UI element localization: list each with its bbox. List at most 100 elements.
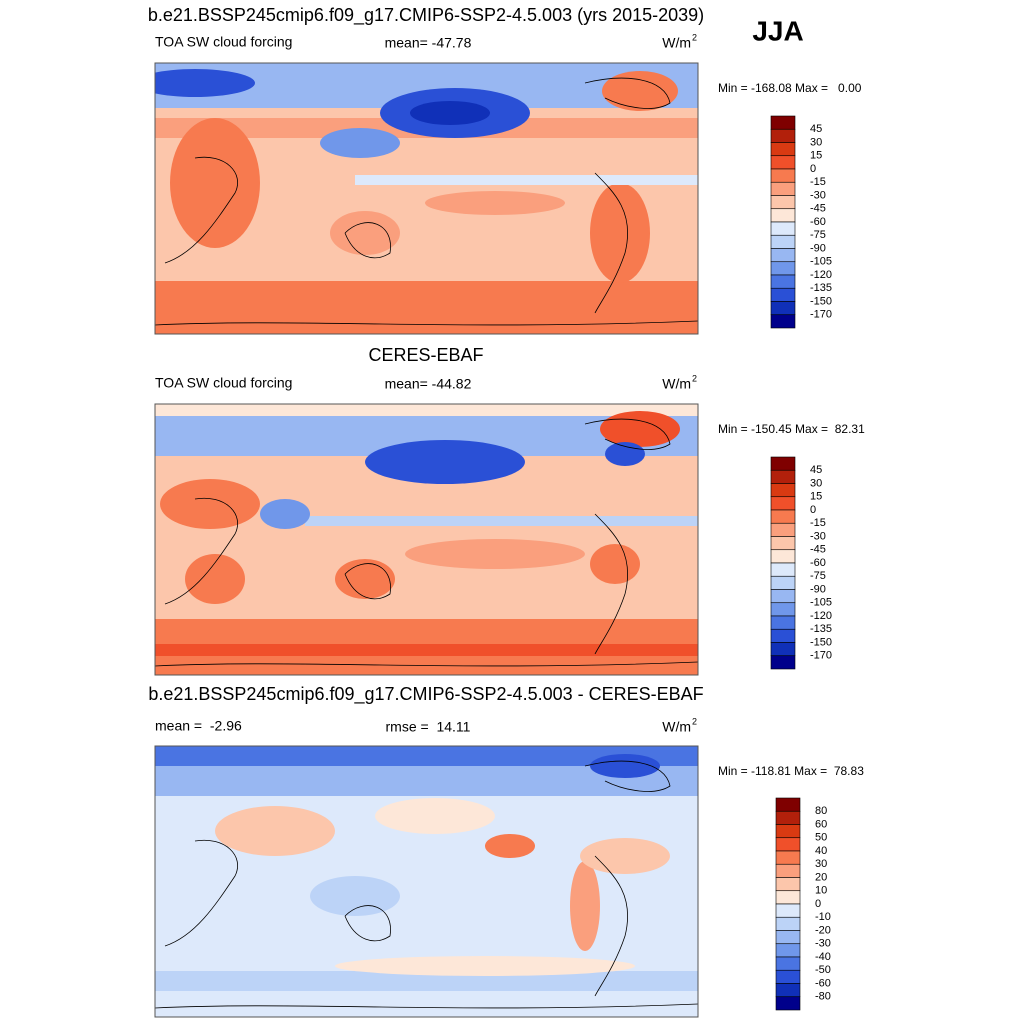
colorbar-box [770, 602, 796, 617]
map-region [155, 746, 698, 766]
colorbar-box [770, 536, 796, 551]
map-region [405, 539, 585, 569]
map-region [260, 499, 310, 529]
center-label: mean= -44.82 [385, 376, 472, 392]
map-region [590, 544, 640, 584]
colorbar-label: -60 [810, 557, 826, 569]
map-region [570, 861, 600, 951]
panel-title: CERES-EBAF [368, 345, 483, 365]
colorbar-label: -10 [815, 911, 831, 923]
coastline [155, 77, 698, 326]
map-region [590, 754, 660, 778]
map-region [185, 554, 245, 604]
colorbar-label: 10 [815, 885, 827, 897]
colorbar-box [770, 655, 796, 670]
colorbar-label: -90 [810, 583, 826, 595]
colorbar-box [770, 628, 796, 643]
colorbar-label: 30 [810, 136, 822, 148]
panel-title: b.e21.BSSP245cmip6.f09_g17.CMIP6-SSP2-4.… [148, 5, 704, 26]
map-region [590, 183, 650, 283]
colorbar-box [770, 301, 796, 316]
colorbar-box [770, 456, 796, 471]
colorbar-box [770, 549, 796, 564]
map-region [602, 71, 678, 111]
map-field [155, 63, 698, 334]
map-region [155, 281, 698, 334]
map-region [305, 516, 698, 526]
colorbar-box [770, 208, 796, 223]
range-text: Min = -168.08 Max = 0.00 [718, 81, 862, 95]
colorbar-box [770, 155, 796, 170]
colorbar-label: -50 [815, 964, 831, 976]
units: W/m [662, 35, 691, 51]
map-region [160, 479, 260, 529]
map-field [155, 404, 698, 675]
colorbar-box [770, 287, 796, 302]
map-region [580, 838, 670, 874]
colorbar-label: -20 [815, 924, 831, 936]
colorbar-label: -75 [810, 570, 826, 582]
colorbar-box [770, 575, 796, 590]
colorbar-label: -75 [810, 229, 826, 241]
colorbar-box [770, 221, 796, 236]
colorbar-box [770, 195, 796, 210]
map-frame [154, 403, 699, 676]
map-region [365, 440, 525, 484]
panel-title: b.e21.BSSP245cmip6.f09_g17.CMIP6-SSP2-4.… [148, 684, 703, 705]
colorbar-box [770, 168, 796, 183]
colorbar-label: -150 [810, 636, 832, 648]
colorbar-box [775, 969, 801, 984]
colorbar-label: 20 [815, 871, 827, 883]
colorbar-box [770, 469, 796, 484]
colorbar-label: -135 [810, 282, 832, 294]
colorbar-box [775, 956, 801, 971]
colorbar-label: -120 [810, 610, 832, 622]
colorbar-box [770, 642, 796, 657]
center-label: mean= -47.78 [385, 35, 472, 51]
map-frame [154, 62, 699, 335]
map [154, 745, 699, 1018]
units-superscript: 2 [692, 373, 697, 383]
colorbar-label: -60 [815, 977, 831, 989]
colorbar-label: -30 [810, 189, 826, 201]
colorbar-label: -45 [810, 203, 826, 215]
colorbar-label: -30 [815, 938, 831, 950]
map-region [355, 175, 698, 185]
colorbar-label: 30 [810, 477, 822, 489]
colorbar-box [770, 483, 796, 498]
colorbar-box [775, 983, 801, 998]
left-label: TOA SW cloud forcing [155, 375, 292, 391]
colorbar-label: 50 [815, 832, 827, 844]
center-label: rmse = 14.11 [386, 719, 471, 735]
colorbar-label: -170 [810, 650, 832, 662]
colorbar-box [770, 615, 796, 630]
colorbar-label: 60 [815, 818, 827, 830]
colorbar-label: -105 [810, 597, 832, 609]
colorbar-box [770, 522, 796, 537]
colorbar-box [770, 234, 796, 249]
map-region [335, 559, 395, 599]
left-label: mean = -2.96 [155, 718, 242, 734]
units-superscript: 2 [692, 32, 697, 42]
colorbar-label: 40 [815, 845, 827, 857]
colorbar-label: 45 [810, 123, 822, 135]
coastline [155, 760, 698, 1009]
colorbar-label: -170 [810, 309, 832, 321]
colorbar-box [770, 496, 796, 511]
colorbar-box [775, 824, 801, 839]
colorbar-box [770, 248, 796, 263]
colorbar-box [775, 996, 801, 1011]
colorbar-box [775, 810, 801, 825]
figure-title: JJA [752, 15, 803, 46]
coastline [155, 418, 698, 667]
colorbar-label: 15 [810, 150, 822, 162]
range-text: Min = -118.81 Max = 78.83 [718, 764, 864, 778]
map-region [600, 411, 680, 447]
colorbar-label: 0 [810, 163, 816, 175]
range-text: Min = -150.45 Max = 82.31 [718, 422, 865, 436]
colorbar-box [775, 837, 801, 852]
map-region [605, 442, 645, 466]
colorbar-label: -150 [810, 295, 832, 307]
colorbar-box [770, 274, 796, 289]
colorbar-box [770, 562, 796, 577]
